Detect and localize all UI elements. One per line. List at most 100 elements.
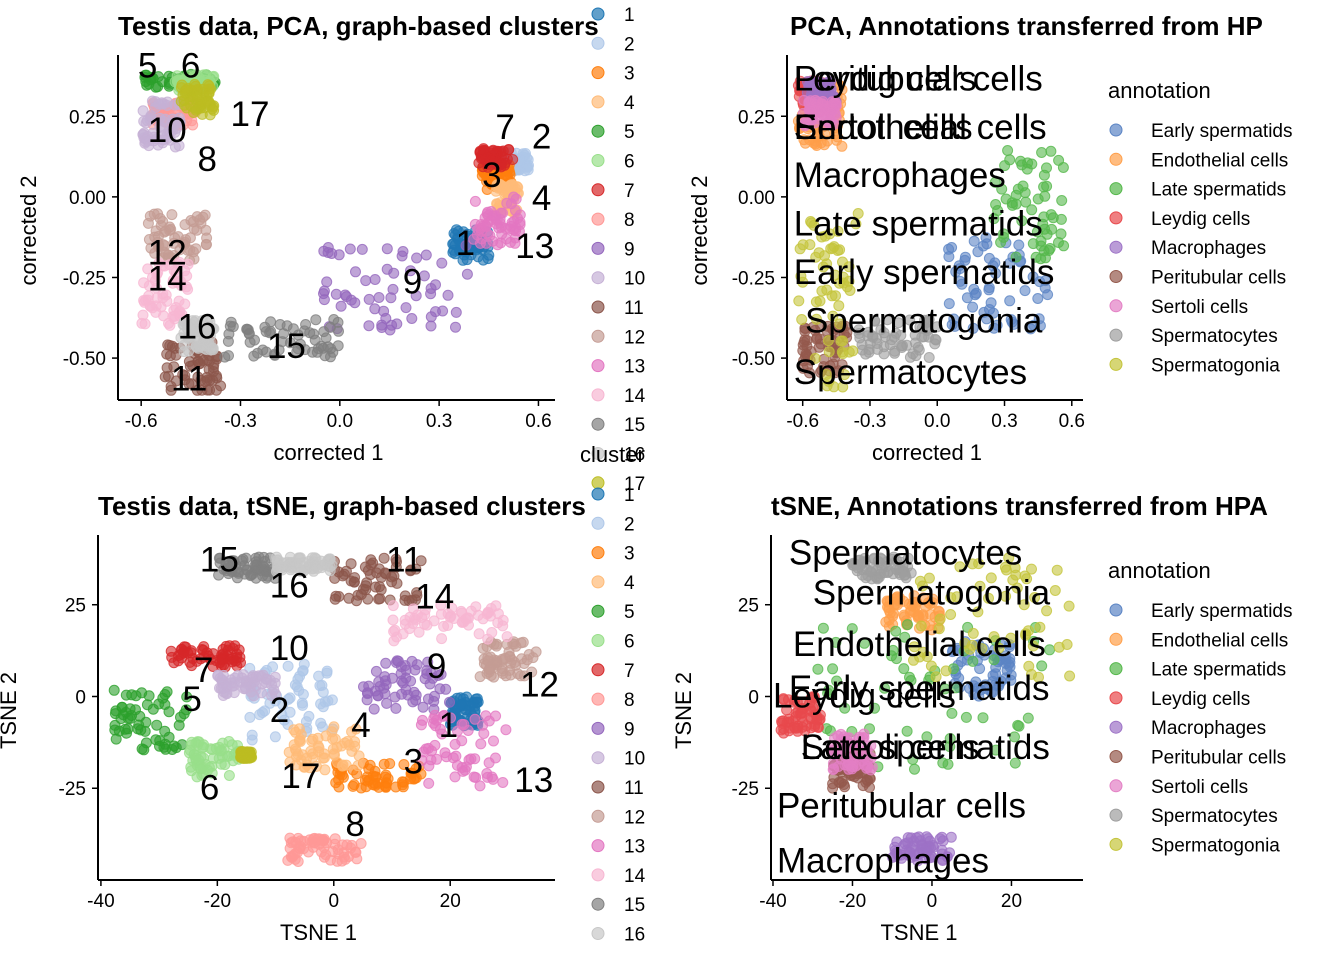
point-12 <box>491 640 502 652</box>
point-11 <box>359 561 371 573</box>
point-label: Peritubular cells <box>777 787 1026 826</box>
point-11 <box>163 370 174 382</box>
legend-key <box>1109 240 1123 254</box>
point-5 <box>122 712 134 724</box>
legend-key <box>591 721 605 735</box>
point-4 <box>328 721 340 733</box>
point-5 <box>150 81 162 93</box>
point-6 <box>219 759 231 771</box>
point-13 <box>480 710 492 722</box>
point-9 <box>381 263 393 275</box>
point-15 <box>240 552 252 564</box>
legend-label: Spermatocytes <box>1151 326 1278 347</box>
point-macrophages <box>921 831 933 843</box>
y-tick-label: -0.25 <box>63 268 106 289</box>
point-16 <box>294 552 306 564</box>
legend-key <box>1109 632 1123 646</box>
point-9 <box>361 694 373 706</box>
point-14 <box>387 600 399 612</box>
legend-label: Sertoli cells <box>1151 297 1248 318</box>
point-10 <box>145 110 157 122</box>
point-9 <box>380 657 392 669</box>
legend-key <box>591 212 605 226</box>
point-13 <box>510 205 521 216</box>
point-12 <box>496 665 508 677</box>
legend-label: 14 <box>624 386 646 407</box>
point-4 <box>498 181 510 193</box>
point-10 <box>248 690 260 702</box>
point-9 <box>349 297 361 309</box>
chart-title: tSNE, Annotations transferred from HPA <box>771 491 1268 521</box>
point-14 <box>150 300 162 312</box>
point-9 <box>390 702 402 714</box>
x-tick-label: -0.3 <box>224 411 257 432</box>
point-label: 10 <box>270 629 309 668</box>
chart-panel-1: -0.6 -0.3 0.0 0.3 0.6 0.25 0.00 -0.25 -0.50 corre… <box>16 5 646 495</box>
point-11 <box>192 371 204 383</box>
legend-key <box>591 868 605 882</box>
point-12 <box>197 211 209 223</box>
point-8 <box>320 849 332 861</box>
x-tick-label: 0.3 <box>426 411 452 432</box>
point-late-spermatids <box>1002 145 1014 156</box>
x-tick-label: 0 <box>328 891 339 912</box>
point-14 <box>485 603 497 614</box>
point-6 <box>223 770 235 781</box>
point-16 <box>324 561 336 573</box>
point-4 <box>318 748 330 760</box>
legend-label: Peritubular cells <box>1151 268 1286 289</box>
legend-key <box>591 839 605 853</box>
point-17 <box>181 84 193 96</box>
legend-key <box>1109 152 1123 166</box>
legend-label: Early spermatids <box>1151 601 1293 622</box>
point-17 <box>201 96 213 108</box>
point-15 <box>223 328 235 340</box>
point-13 <box>475 738 487 750</box>
x-tick-label: -20 <box>204 891 231 912</box>
legend-label: 14 <box>624 866 646 887</box>
point-2 <box>246 734 258 746</box>
point-1 <box>471 693 483 705</box>
point-label: 4 <box>351 706 370 745</box>
legend-key <box>1109 270 1123 283</box>
legend-label: 10 <box>624 749 645 770</box>
chart-panel-4: -40 -20 0 20 25 0 -25 TSNE 1 TSNE 2 tSNE, Annotat… <box>671 491 1293 945</box>
point-6 <box>223 736 235 747</box>
point-9 <box>385 292 397 304</box>
point-label: Late spermatids <box>794 205 1043 244</box>
point-12 <box>169 232 181 244</box>
point-10 <box>168 117 180 129</box>
legend-key <box>591 476 605 490</box>
point-11 <box>349 572 361 584</box>
legend-label: Macrophages <box>1151 238 1266 259</box>
cluster-legend-title: cluster <box>580 442 645 467</box>
legend-key <box>591 95 605 109</box>
point-10 <box>169 141 181 153</box>
point-label: 13 <box>515 227 554 266</box>
legend-key <box>591 604 605 618</box>
point-14 <box>470 601 482 613</box>
point-label: 6 <box>200 768 219 807</box>
point-label: 2 <box>270 691 289 730</box>
point-6 <box>193 754 205 766</box>
y-axis-title: corrected 2 <box>687 175 712 285</box>
chart-title: Testis data, tSNE, graph-based clusters <box>98 491 586 521</box>
y-tick-label: 0.00 <box>738 188 775 209</box>
point-9 <box>379 688 391 700</box>
point-label: 17 <box>231 95 270 134</box>
point-4 <box>353 750 365 762</box>
point-late-spermatids <box>1022 712 1034 724</box>
point-9 <box>400 302 412 314</box>
legend-label: 1 <box>624 485 635 506</box>
point-12 <box>144 210 156 222</box>
y-tick-label: -25 <box>732 779 759 800</box>
point-label: Spermatocytes <box>789 533 1022 572</box>
legend-key <box>1109 182 1123 196</box>
legend-label: 6 <box>624 152 635 173</box>
point-9 <box>405 265 416 277</box>
point-13 <box>425 754 437 766</box>
legend-key <box>591 897 605 911</box>
point-16 <box>311 563 323 574</box>
legend-label: Peritubular cells <box>1151 748 1286 769</box>
point-3 <box>380 781 392 793</box>
